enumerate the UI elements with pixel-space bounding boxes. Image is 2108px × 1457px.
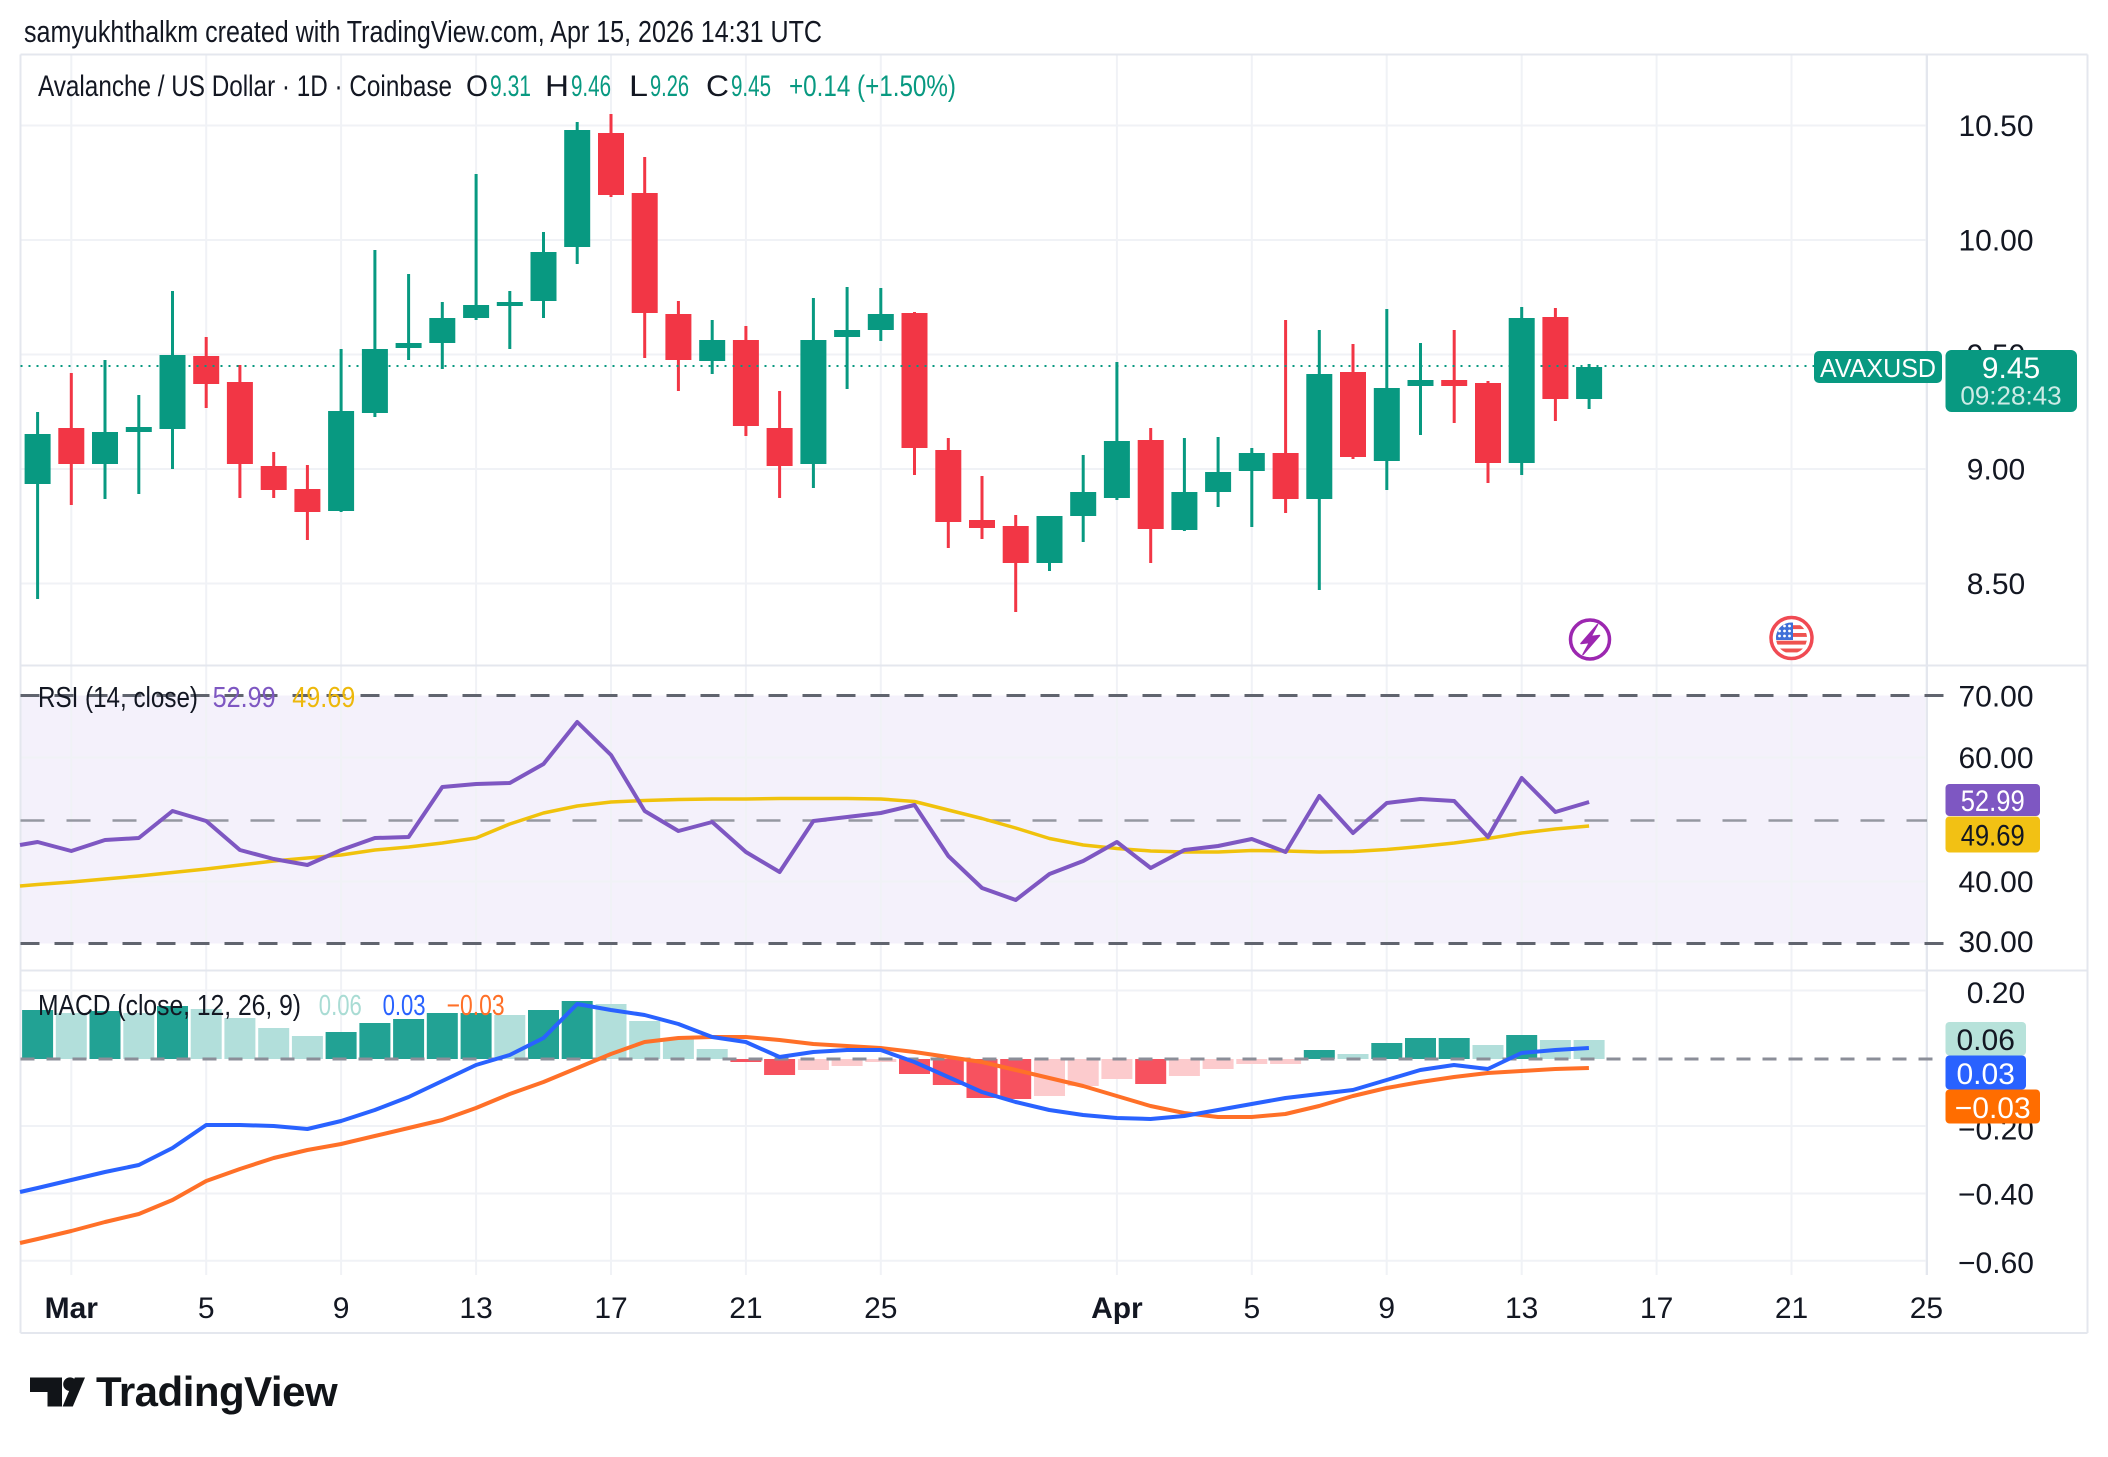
svg-text:25: 25 [1910,1292,1943,1325]
svg-text:60.00: 60.00 [1958,742,2033,775]
svg-text:C: C [706,70,729,103]
svg-text:−0.03: −0.03 [1955,1092,2031,1125]
svg-text:9: 9 [1378,1292,1395,1325]
svg-text:−0.40: −0.40 [1958,1179,2034,1212]
svg-text:Mar: Mar [45,1292,99,1325]
svg-text:Avalanche / US Dollar · 1D · C: Avalanche / US Dollar · 1D · Coinbase [38,70,452,103]
svg-text:9: 9 [333,1292,350,1325]
svg-text:−0.03: −0.03 [447,990,505,1022]
svg-text:17: 17 [1640,1292,1673,1325]
svg-text:9.45: 9.45 [731,70,771,103]
svg-text:21: 21 [1775,1292,1808,1325]
svg-text:21: 21 [729,1292,762,1325]
svg-text:5: 5 [1243,1292,1260,1325]
svg-text:9.46: 9.46 [571,70,611,103]
svg-text:0.03: 0.03 [383,990,426,1022]
svg-text:samyukhthalkm created with Tra: samyukhthalkm created with TradingView.c… [24,14,822,49]
svg-text:52.99: 52.99 [213,682,276,714]
svg-text:09:28:43: 09:28:43 [1960,381,2061,411]
svg-text:MACD (close, 12, 26, 9): MACD (close, 12, 26, 9) [38,990,301,1022]
svg-text:AVAXUSD: AVAXUSD [1820,353,1936,383]
svg-text:L: L [629,70,648,103]
svg-text:O: O [466,70,488,103]
svg-text:10.50: 10.50 [1958,110,2033,143]
svg-text:0.06: 0.06 [319,990,362,1022]
svg-text:52.99: 52.99 [1961,785,2025,818]
svg-text:25: 25 [864,1292,897,1325]
svg-text:17: 17 [594,1292,627,1325]
svg-text:+0.14 (+1.50%): +0.14 (+1.50%) [789,70,956,103]
svg-text:0.06: 0.06 [1957,1024,2015,1057]
svg-text:9.45: 9.45 [1982,352,2040,385]
svg-text:49.69: 49.69 [1961,820,2025,853]
svg-text:49.69: 49.69 [292,682,355,714]
svg-text:0.20: 0.20 [1967,977,2025,1010]
svg-text:9.00: 9.00 [1967,454,2025,487]
svg-text:9.31: 9.31 [490,70,531,103]
svg-text:40.00: 40.00 [1958,866,2033,899]
svg-text:0.03: 0.03 [1957,1058,2015,1091]
svg-text:9.26: 9.26 [650,70,689,103]
svg-text:−0.60: −0.60 [1958,1247,2034,1280]
svg-text:RSI (14, close): RSI (14, close) [38,682,198,714]
svg-text:Apr: Apr [1091,1292,1143,1325]
svg-text:TradingView: TradingView [96,1368,338,1415]
svg-text:30.00: 30.00 [1958,926,2033,959]
svg-text:13: 13 [1505,1292,1538,1325]
svg-text:5: 5 [198,1292,215,1325]
svg-text:70.00: 70.00 [1958,681,2033,714]
svg-text:H: H [545,70,569,103]
svg-text:10.00: 10.00 [1958,225,2033,258]
svg-text:8.50: 8.50 [1967,568,2025,601]
svg-text:13: 13 [459,1292,492,1325]
